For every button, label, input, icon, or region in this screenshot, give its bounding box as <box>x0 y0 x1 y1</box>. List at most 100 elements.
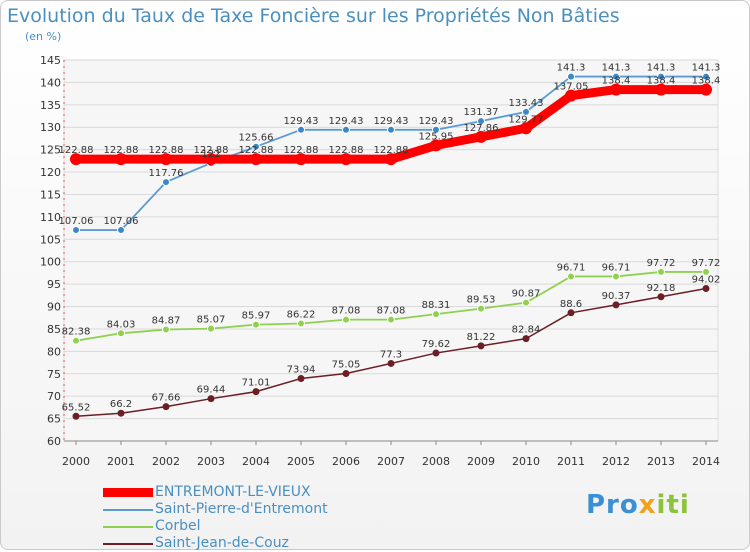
data-label-3: 92.18 <box>647 283 676 294</box>
y-tick-label: 125 <box>40 144 61 157</box>
series-point-1 <box>432 125 440 134</box>
series-point-2 <box>387 315 395 324</box>
data-label-0: 122.88 <box>374 145 409 156</box>
x-tick-label: 2009 <box>467 455 495 468</box>
chart-title: Evolution du Taux de Taxe Foncière sur l… <box>7 5 620 27</box>
data-label-0: 137.05 <box>554 82 589 93</box>
series-point-0 <box>610 83 622 96</box>
data-label-2: 84.03 <box>107 319 136 330</box>
data-label-2: 86.22 <box>287 309 316 320</box>
series-point-1 <box>567 72 575 81</box>
data-label-0: 138.4 <box>692 76 721 87</box>
series-point-1 <box>522 107 530 116</box>
unit-label: (en %) <box>25 30 62 43</box>
series-point-1 <box>702 72 710 81</box>
x-tick-label: 2014 <box>692 455 720 468</box>
x-tick-label: 2000 <box>62 455 90 468</box>
x-tick-label: 2004 <box>242 455 270 468</box>
data-label-0: 127.86 <box>464 123 499 134</box>
data-label-1: 141.3 <box>557 63 586 74</box>
series-point-3 <box>387 359 395 367</box>
x-tick-label: 2010 <box>512 455 540 468</box>
data-label-1: 122 <box>201 149 220 160</box>
series-point-0 <box>565 89 577 102</box>
series-point-2 <box>702 267 710 276</box>
x-tick-label: 2012 <box>602 455 630 468</box>
y-tick-label: 95 <box>47 278 61 291</box>
data-label-1: 129.43 <box>419 116 454 127</box>
data-label-2: 85.07 <box>197 315 226 326</box>
series-point-3 <box>522 335 530 343</box>
data-label-3: 88.6 <box>560 299 582 310</box>
series-point-1 <box>252 142 260 151</box>
data-label-0: 122.88 <box>59 145 94 156</box>
y-tick-label: 70 <box>47 390 61 403</box>
y-tick-label: 75 <box>47 368 61 381</box>
data-label-1: 129.43 <box>374 116 409 127</box>
data-label-0: 122.88 <box>194 145 229 156</box>
series-point-3 <box>72 412 80 420</box>
data-label-3: 94.02 <box>692 275 721 286</box>
legend-swatch <box>103 488 153 497</box>
series-point-1 <box>72 226 80 235</box>
series-point-0 <box>700 83 712 96</box>
data-label-1: 141.3 <box>692 63 721 74</box>
data-label-3: 75.05 <box>332 360 361 371</box>
data-label-0: 129.77 <box>509 114 544 125</box>
y-tick-label: 85 <box>47 323 61 336</box>
series-point-0 <box>520 122 532 135</box>
series-point-0 <box>295 153 307 166</box>
data-label-1: 129.43 <box>329 116 364 127</box>
data-label-2: 87.08 <box>377 306 406 317</box>
y-tick-label: 120 <box>40 166 61 179</box>
series-point-0 <box>655 83 667 96</box>
data-label-0: 122.88 <box>149 145 184 156</box>
x-tick-label: 2003 <box>197 455 225 468</box>
legend-swatch <box>103 542 153 545</box>
series-point-1 <box>162 178 170 187</box>
data-label-1: 141.3 <box>647 63 676 74</box>
proxiti-logo: Proxiti <box>586 490 690 520</box>
legend-label: Saint-Jean-de-Couz <box>155 535 289 551</box>
series-point-0 <box>385 153 397 166</box>
series-point-1 <box>387 125 395 134</box>
series-point-0 <box>115 153 127 166</box>
y-tick-label: 135 <box>40 99 61 112</box>
series-point-2 <box>567 272 575 281</box>
y-tick-label: 90 <box>47 301 61 314</box>
series-point-3 <box>342 370 350 378</box>
series-point-0 <box>205 153 217 166</box>
data-label-3: 81.22 <box>467 332 496 343</box>
x-tick-label: 2005 <box>287 455 315 468</box>
series-point-0 <box>340 153 352 166</box>
data-label-0: 138.4 <box>647 76 676 87</box>
data-label-3: 71.01 <box>242 378 271 389</box>
y-tick-label: 105 <box>40 233 61 246</box>
data-label-3: 67.66 <box>152 393 181 404</box>
x-tick-label: 2007 <box>377 455 405 468</box>
y-tick-label: 130 <box>40 121 61 134</box>
data-label-3: 79.62 <box>422 339 451 350</box>
data-label-0: 125.95 <box>419 131 454 142</box>
y-tick-label: 115 <box>40 188 61 201</box>
data-label-0: 122.88 <box>104 145 139 156</box>
series-point-0 <box>160 153 172 166</box>
series-point-3 <box>117 409 125 417</box>
series-point-2 <box>252 320 260 329</box>
data-label-2: 97.72 <box>692 258 721 269</box>
data-label-2: 89.53 <box>467 295 496 306</box>
series-point-2 <box>657 267 665 276</box>
y-tick-label: 60 <box>47 435 61 448</box>
series-point-2 <box>117 329 125 338</box>
series-point-3 <box>702 285 710 293</box>
series-point-3 <box>657 293 665 301</box>
x-tick-label: 2013 <box>647 455 675 468</box>
data-label-2: 84.87 <box>152 316 181 327</box>
series-point-3 <box>207 395 215 403</box>
series-point-2 <box>477 304 485 313</box>
legend-swatch <box>103 525 153 528</box>
data-label-1: 129.43 <box>284 116 319 127</box>
data-label-3: 90.37 <box>602 291 631 302</box>
data-label-2: 82.38 <box>62 327 91 338</box>
